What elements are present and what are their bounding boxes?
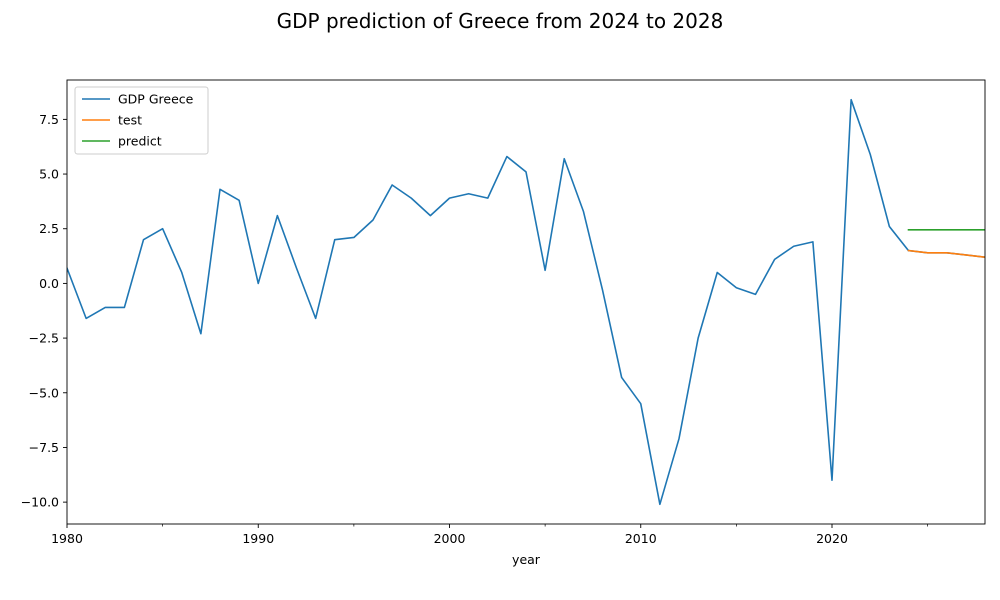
series-line-gdp-greece [67, 98, 985, 506]
x-tick-label: 1980 [51, 531, 83, 546]
y-tick-label: 7.5 [39, 112, 59, 127]
legend-box [74, 86, 209, 155]
x-tick-label: 2010 [625, 531, 657, 546]
series-line-test [907, 249, 985, 258]
y-tick-label: 5.0 [39, 167, 59, 182]
y-tick-label: 2.5 [39, 221, 59, 236]
y-tick-label: −10.0 [21, 495, 59, 510]
x-axis-label: year [512, 552, 541, 567]
legend-label: GDP Greece [118, 92, 194, 107]
x-tick-label: 1990 [242, 531, 274, 546]
legend-label: test [118, 113, 142, 128]
axes-frame [66, 79, 986, 525]
axes: 1980 1990 2000 2010 2020 7.5 5.0 2.5 0.0 −2.5 −5.0… [21, 79, 986, 546]
x-tick-label: 2020 [816, 531, 848, 546]
y-tick-label: 0.0 [39, 276, 59, 291]
chart-title: GDP prediction of Greece from 2024 to 20… [277, 9, 724, 33]
y-tick-label: −5.0 [29, 385, 59, 400]
y-tick-label: −2.5 [29, 331, 59, 346]
plot-area [67, 98, 985, 506]
legend-label: predict [118, 134, 162, 149]
x-tick-label: 2000 [434, 531, 466, 546]
legend: GDP Greece test predict [74, 86, 209, 155]
y-tick-label: −7.5 [29, 440, 59, 455]
